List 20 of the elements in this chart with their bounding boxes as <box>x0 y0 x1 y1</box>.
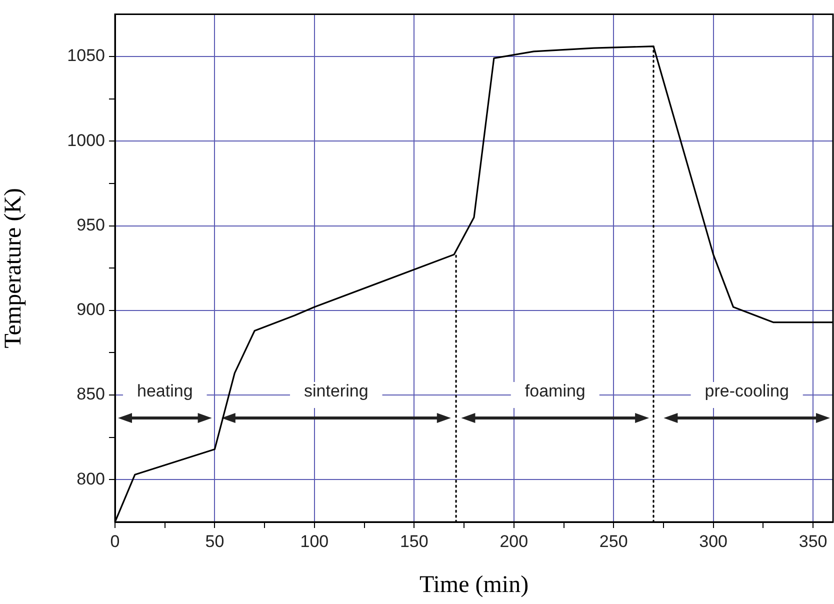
x-tick-label: 200 <box>500 532 528 551</box>
x-axis-title: Time (min) <box>419 572 529 598</box>
annotation: foaming <box>524 382 586 401</box>
x-tick-label: 0 <box>110 532 120 551</box>
annotation: pre-cooling <box>704 382 789 401</box>
y-tick-label: 850 <box>76 384 105 404</box>
x-tick-label: 350 <box>798 532 828 551</box>
y-axis-title: Temperature (K) <box>0 188 27 348</box>
y-tick-label: 1050 <box>67 46 105 66</box>
x-tick-label: 300 <box>699 532 728 551</box>
annotation: sintering <box>304 382 368 401</box>
x-tick-label: 50 <box>205 532 224 551</box>
x-tick-label: 150 <box>400 532 428 551</box>
y-tick-label: 800 <box>76 469 105 488</box>
x-tick-label: 100 <box>300 532 329 551</box>
x-tick-label: 250 <box>599 532 628 551</box>
y-tick-label: 1000 <box>67 130 105 150</box>
y-tick-label: 900 <box>76 300 105 320</box>
annotation: heating <box>137 382 193 401</box>
y-tick-label: 950 <box>76 215 105 234</box>
